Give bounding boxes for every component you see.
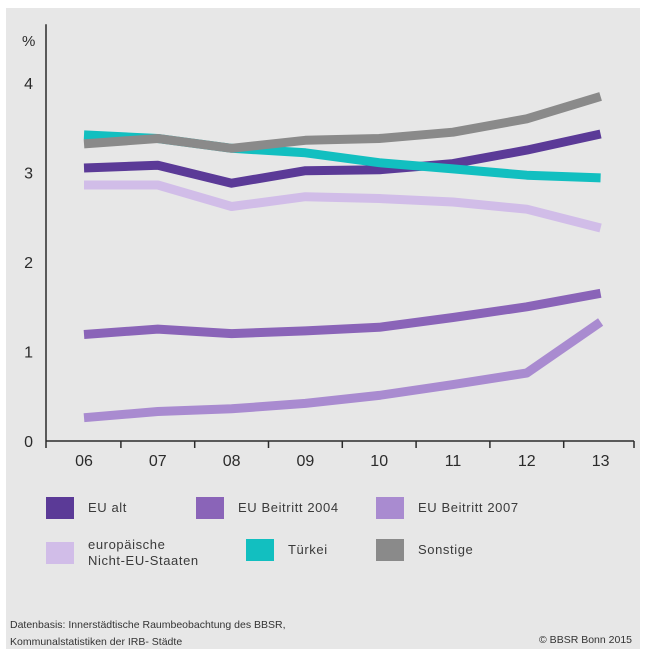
legend-item-sonstige: Sonstige [376,539,473,561]
legend-label: EU Beitritt 2004 [238,500,339,515]
y-tick-label: 2 [24,255,33,272]
legend-label: Sonstige [418,542,474,557]
legend: EU alt EU Beitritt 2004 EU Beitritt 2007… [46,497,606,587]
legend-label: Türkei [288,542,328,557]
y-axis-label: % [22,33,35,50]
legend-swatch [376,539,404,561]
legend-swatch [46,542,74,564]
data-source-note: Datenbasis: Innerstädtische Raumbeobacht… [10,619,286,648]
series-line-sonstige [83,92,602,153]
x-tick-label: 11 [445,453,462,470]
x-tick-label: 08 [223,453,241,470]
series-lines [83,92,604,423]
x-tick-label: 12 [518,453,536,470]
legend-item-tuerkei: Türkei [246,539,328,561]
series-line-eu-beitritt-2007 [83,318,604,423]
y-tick-label: 3 [24,166,33,183]
series-line-eu-beitritt-2004 [83,288,602,339]
series-line-europäische-nicht-eu-staaten [84,180,602,233]
legend-item-eu-alt: EU alt [46,497,127,519]
legend-swatch [376,497,404,519]
legend-swatch [246,539,274,561]
copyright-note: © BBSR Bonn 2015 [539,634,632,646]
legend-label: EU alt [88,500,128,515]
x-tick-label: 06 [75,453,93,470]
legend-swatch [196,497,224,519]
x-tick-label: 10 [370,453,388,470]
legend-item-eu-beitritt-2007: EU Beitritt 2007 [376,497,519,519]
y-tick-label: 4 [24,76,33,93]
legend-swatch [46,497,74,519]
y-tick-label: 1 [24,345,33,362]
series-line-eu-alt [83,129,602,188]
legend-label: europäische Nicht-EU-Staaten [88,537,199,568]
legend-item-europaeische-nicht-eu-staaten: europäische Nicht-EU-Staaten [46,537,199,569]
y-tick-label: 0 [24,434,33,451]
legend-item-eu-beitritt-2004: EU Beitritt 2004 [196,497,339,519]
x-tick-label: 13 [592,453,610,470]
legend-label: EU Beitritt 2007 [418,500,519,515]
x-tick-label: 07 [149,453,167,470]
x-tick-label: 09 [297,453,315,470]
